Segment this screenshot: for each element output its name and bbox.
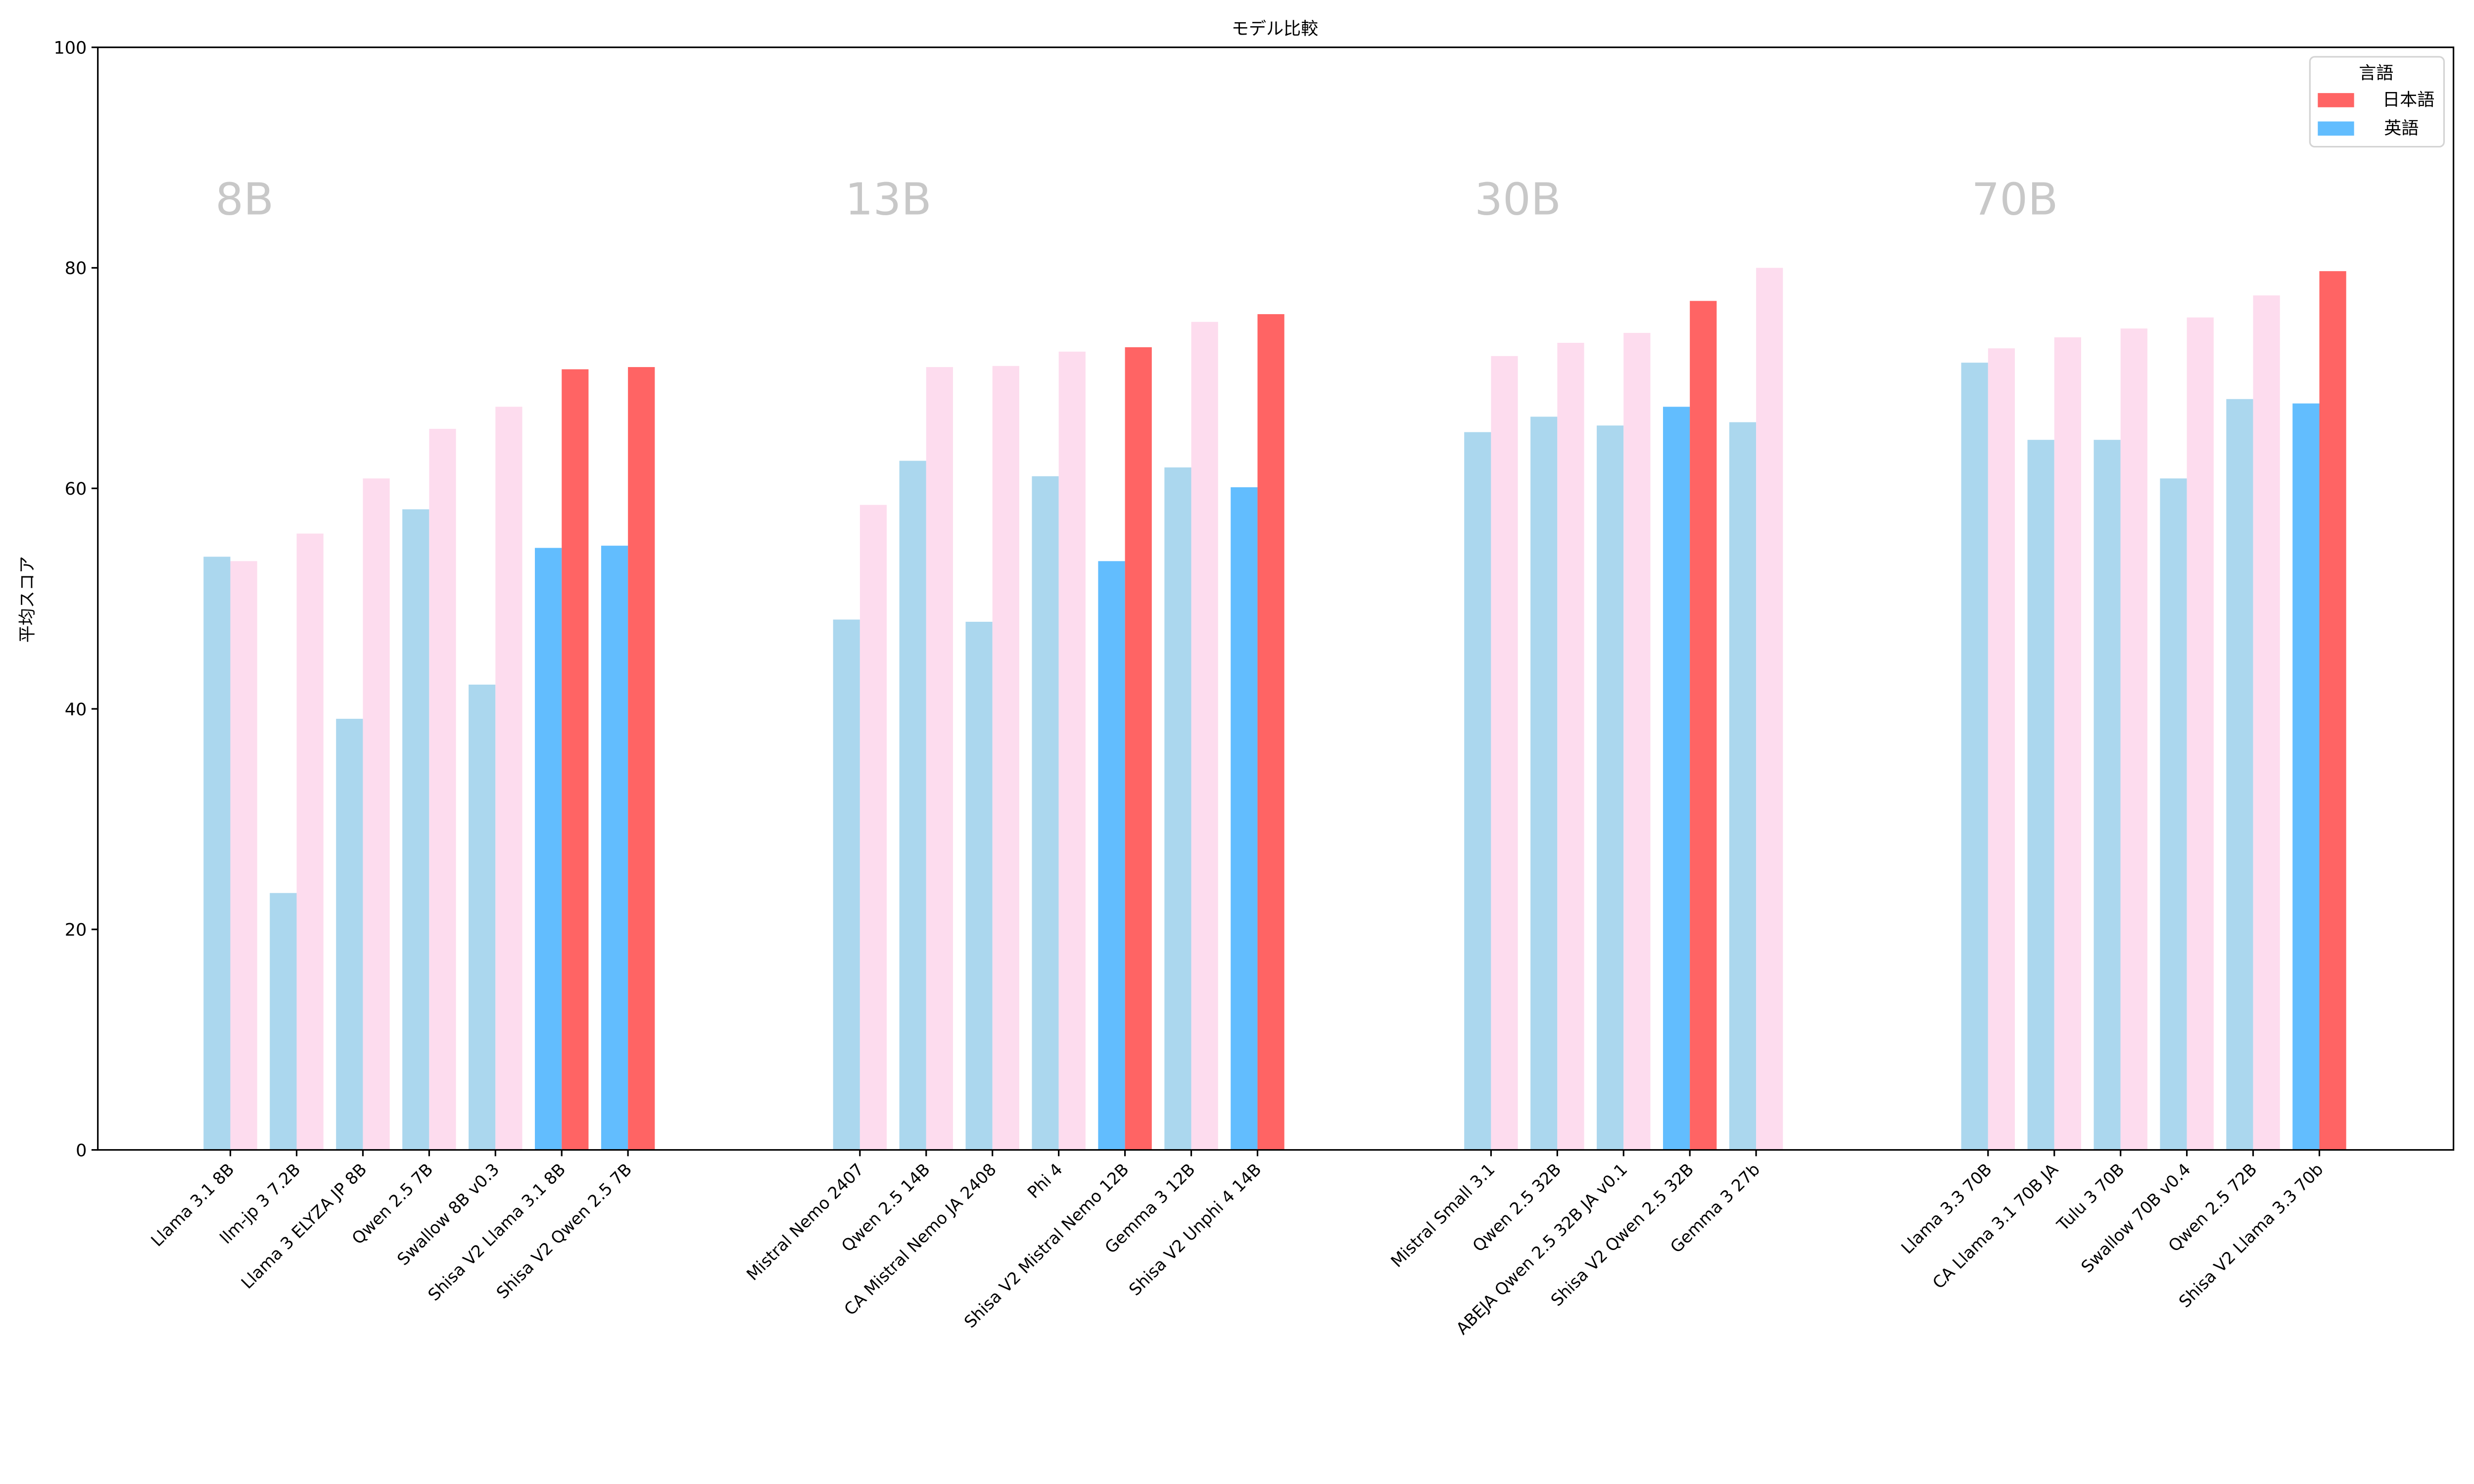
- bar-english: [1032, 476, 1059, 1150]
- bar-japanese: [1191, 322, 1218, 1150]
- legend-swatch-english: [2318, 121, 2354, 136]
- bar-japanese: [2054, 337, 2081, 1150]
- bar-japanese: [859, 505, 887, 1150]
- bar-english: [2027, 440, 2054, 1150]
- bar-japanese: [1690, 301, 1717, 1150]
- bar-japanese: [1557, 343, 1584, 1150]
- bar-japanese: [2187, 317, 2214, 1150]
- bar-japanese: [1756, 268, 1783, 1150]
- bar-japanese: [562, 369, 589, 1150]
- bar-japanese: [1125, 347, 1152, 1150]
- group-label: 70B: [1972, 174, 2058, 226]
- y-tick-label: 60: [65, 479, 87, 499]
- bar-english: [1530, 417, 1558, 1150]
- legend-label-japanese: 日本語: [2382, 90, 2434, 110]
- bar-english: [833, 619, 860, 1150]
- bar-japanese: [363, 478, 390, 1150]
- bar-japanese: [495, 407, 523, 1150]
- bar-japanese: [1623, 332, 1651, 1150]
- plot-frame: [97, 46, 2455, 1151]
- bar-english: [1164, 467, 1191, 1150]
- y-tick-label: 40: [65, 699, 87, 720]
- bar-japanese: [230, 561, 257, 1150]
- legend-swatch-japanese: [2318, 93, 2354, 107]
- legend-label-english: 英語: [2384, 118, 2419, 139]
- group-labels: 8B 13B 30B 70B: [215, 174, 2058, 226]
- bar-english: [1663, 407, 1690, 1150]
- bar-english: [1231, 487, 1258, 1150]
- bar-english: [2093, 440, 2121, 1150]
- bar-english: [1729, 422, 1757, 1150]
- bar-english: [336, 719, 363, 1150]
- bar-english: [2226, 399, 2253, 1150]
- bar-english: [1597, 425, 1624, 1150]
- bar-japanese: [296, 533, 324, 1150]
- bar-english: [402, 509, 429, 1150]
- y-tick-label: 80: [65, 258, 87, 278]
- bar-japanese: [628, 367, 655, 1150]
- bar-english: [1961, 363, 1988, 1150]
- bar-english: [601, 546, 628, 1150]
- bar-japanese: [992, 366, 1019, 1150]
- bar-english: [965, 621, 993, 1150]
- chart-title: モデル比較: [1232, 19, 1318, 39]
- y-tick-label: 100: [53, 38, 87, 58]
- bar-english: [899, 461, 926, 1150]
- bar-japanese: [1491, 356, 1518, 1150]
- bar-english: [1098, 561, 1125, 1150]
- group-label: 8B: [215, 174, 274, 226]
- bar-english: [203, 556, 231, 1150]
- bar-english: [534, 548, 562, 1150]
- bar-english: [270, 893, 297, 1150]
- y-tick-label: 0: [76, 1140, 87, 1160]
- bars: [203, 268, 2346, 1150]
- bar-japanese: [1058, 351, 1086, 1150]
- bar-japanese: [1257, 314, 1285, 1150]
- bar-japanese: [926, 367, 953, 1150]
- group-label: 13B: [845, 174, 932, 226]
- y-tick-label: 20: [65, 920, 87, 940]
- legend: 言語 日本語 英語: [2309, 56, 2445, 148]
- bar-japanese: [429, 428, 456, 1150]
- bar-english: [2292, 403, 2320, 1150]
- bar-english: [1464, 432, 1491, 1150]
- y-axis: 0 20 40 60 80 100: [53, 38, 98, 1160]
- bar-english: [2160, 478, 2187, 1150]
- bar-japanese: [2253, 295, 2280, 1150]
- bar-japanese: [1988, 348, 2015, 1150]
- legend-title: 言語: [2359, 63, 2393, 83]
- group-label: 30B: [1475, 174, 1561, 226]
- y-axis-label: 平均スコア: [17, 556, 38, 643]
- bar-japanese: [2319, 271, 2346, 1150]
- bar-english: [469, 684, 496, 1150]
- bar-japanese: [2120, 328, 2147, 1150]
